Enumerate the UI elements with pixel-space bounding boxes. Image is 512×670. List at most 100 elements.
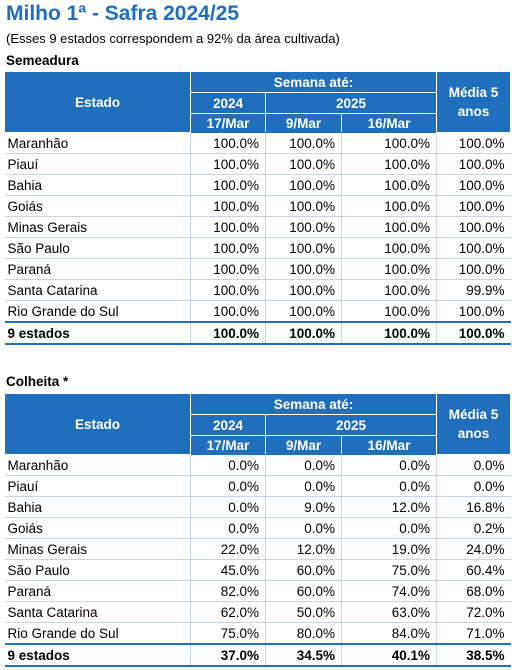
value-2025a-cell: 0.0% xyxy=(265,475,342,497)
total-value-2024-cell: 37.0% xyxy=(190,643,266,667)
media-cell: 100.0% xyxy=(436,174,511,196)
value-2025a-cell: 80.0% xyxy=(265,622,342,645)
colheita-section-title: Colheita * xyxy=(6,374,69,389)
total-row: 9 estados 100.0% 100.0% 100.0% 100.0% xyxy=(4,321,511,345)
value-2025a-cell: 100.0% xyxy=(265,216,342,238)
value-2025b-cell: 0.0% xyxy=(340,454,437,476)
value-2025b-cell: 100.0% xyxy=(340,237,437,259)
value-2024-cell: 0.0% xyxy=(190,496,266,518)
total-value-2024-cell: 100.0% xyxy=(190,321,266,345)
total-estado-cell: 9 estados xyxy=(4,643,191,667)
colheita-table: Estado Semana até: Média 5 anos 2024 2025… xyxy=(4,393,512,667)
table-row: Paraná 100.0% 100.0% 100.0% 100.0% xyxy=(4,258,511,280)
total-value-2025a-cell: 34.5% xyxy=(265,643,342,667)
table-row: Santa Catarina 62.0% 50.0% 63.0% 72.0% xyxy=(4,601,511,623)
media-header-line2: anos xyxy=(457,104,490,119)
year-2024-header: 2024 xyxy=(190,92,266,114)
value-2024-cell: 100.0% xyxy=(190,132,266,154)
date-2024-header: 17/Mar xyxy=(190,113,266,133)
semeadura-table-header: Estado Semana até: Média 5 anos 2024 2025… xyxy=(4,71,512,133)
estado-cell: Santa Catarina xyxy=(4,601,191,623)
value-2025a-cell: 100.0% xyxy=(265,300,342,323)
value-2024-cell: 75.0% xyxy=(190,622,266,645)
table-row: São Paulo 45.0% 60.0% 75.0% 60.4% xyxy=(4,559,511,581)
total-value-2025b-cell: 100.0% xyxy=(340,321,437,345)
value-2024-cell: 100.0% xyxy=(190,216,266,238)
value-2024-cell: 0.0% xyxy=(190,517,266,539)
media-header-line1: Média 5 xyxy=(448,85,499,100)
total-value-2025b-cell: 40.1% xyxy=(340,643,437,667)
value-2025a-cell: 100.0% xyxy=(265,258,342,280)
semana-ate-header: Semana até: xyxy=(189,393,438,415)
media-cell: 0.2% xyxy=(436,517,511,539)
value-2025b-cell: 75.0% xyxy=(340,559,437,581)
media-cell: 100.0% xyxy=(436,132,511,154)
estado-cell: Paraná xyxy=(4,580,191,602)
media-cell: 68.0% xyxy=(436,580,511,602)
estado-cell: Maranhão xyxy=(4,132,191,154)
value-2025b-cell: 84.0% xyxy=(340,622,437,645)
media-cell: 24.0% xyxy=(436,538,511,560)
media-5-anos-header: Média 5 anos xyxy=(436,71,512,133)
table-row: Maranhão 0.0% 0.0% 0.0% 0.0% xyxy=(4,454,511,476)
value-2025b-cell: 100.0% xyxy=(340,258,437,280)
value-2024-cell: 100.0% xyxy=(190,300,266,323)
table-row: Santa Catarina 100.0% 100.0% 100.0% 99.9% xyxy=(4,279,511,301)
media-cell: 100.0% xyxy=(436,195,511,217)
table-row: Minas Gerais 100.0% 100.0% 100.0% 100.0% xyxy=(4,216,511,238)
year-2024-header: 2024 xyxy=(190,414,266,436)
table-row: Paraná 82.0% 60.0% 74.0% 68.0% xyxy=(4,580,511,602)
value-2025a-cell: 100.0% xyxy=(265,237,342,259)
value-2025b-cell: 100.0% xyxy=(340,174,437,196)
total-value-2025a-cell: 100.0% xyxy=(265,321,342,345)
value-2025b-cell: 100.0% xyxy=(340,300,437,323)
value-2025b-cell: 100.0% xyxy=(340,216,437,238)
value-2024-cell: 0.0% xyxy=(190,454,266,476)
media-cell: 0.0% xyxy=(436,454,511,476)
total-media-cell: 100.0% xyxy=(436,321,511,345)
value-2025b-cell: 0.0% xyxy=(340,475,437,497)
value-2025b-cell: 12.0% xyxy=(340,496,437,518)
media-cell: 99.9% xyxy=(436,279,511,301)
date-2025a-header: 9/Mar xyxy=(265,113,342,133)
value-2025b-cell: 100.0% xyxy=(340,132,437,154)
value-2025a-cell: 100.0% xyxy=(265,153,342,175)
media-header-line2: anos xyxy=(457,426,490,441)
media-cell: 71.0% xyxy=(436,622,511,645)
value-2025a-cell: 0.0% xyxy=(265,517,342,539)
media-cell: 60.4% xyxy=(436,559,511,581)
estado-cell: Piauí xyxy=(4,153,191,175)
semeadura-table-body: Maranhão 100.0% 100.0% 100.0% 100.0% Piauí 100… xyxy=(4,132,511,345)
estado-cell: Paraná xyxy=(4,258,191,280)
table-row: Bahia 0.0% 9.0% 12.0% 16.8% xyxy=(4,496,511,518)
value-2024-cell: 62.0% xyxy=(190,601,266,623)
semeadura-table: Estado Semana até: Média 5 anos 2024 2025… xyxy=(4,71,512,345)
table-row: Maranhão 100.0% 100.0% 100.0% 100.0% xyxy=(4,132,511,154)
value-2025a-cell: 12.0% xyxy=(265,538,342,560)
table-row: Piauí 0.0% 0.0% 0.0% 0.0% xyxy=(4,475,511,497)
value-2025a-cell: 50.0% xyxy=(265,601,342,623)
value-2025b-cell: 19.0% xyxy=(340,538,437,560)
colheita-table-body: Maranhão 0.0% 0.0% 0.0% 0.0% Piauí 0.0% 0.0% 0.0… xyxy=(4,454,511,667)
media-cell: 100.0% xyxy=(436,237,511,259)
media-cell: 100.0% xyxy=(436,300,511,323)
media-cell: 16.8% xyxy=(436,496,511,518)
value-2025b-cell: 74.0% xyxy=(340,580,437,602)
year-2025-header: 2025 xyxy=(264,414,438,436)
estado-cell: Maranhão xyxy=(4,454,191,476)
year-2025-header: 2025 xyxy=(264,92,438,114)
value-2025b-cell: 0.0% xyxy=(340,517,437,539)
estado-header: Estado xyxy=(4,71,191,133)
table-row: Minas Gerais 22.0% 12.0% 19.0% 24.0% xyxy=(4,538,511,560)
total-row: 9 estados 37.0% 34.5% 40.1% 38.5% xyxy=(4,643,511,667)
value-2025b-cell: 100.0% xyxy=(340,279,437,301)
date-2025b-header: 16/Mar xyxy=(340,435,438,455)
media-header-line1: Média 5 xyxy=(448,407,499,422)
table-row: Rio Grande do Sul 100.0% 100.0% 100.0% 100.0… xyxy=(4,300,511,323)
date-2025b-header: 16/Mar xyxy=(340,113,438,133)
table-row: Bahia 100.0% 100.0% 100.0% 100.0% xyxy=(4,174,511,196)
estado-cell: Goiás xyxy=(4,195,191,217)
value-2024-cell: 100.0% xyxy=(190,195,266,217)
value-2025a-cell: 100.0% xyxy=(265,174,342,196)
value-2024-cell: 100.0% xyxy=(190,279,266,301)
